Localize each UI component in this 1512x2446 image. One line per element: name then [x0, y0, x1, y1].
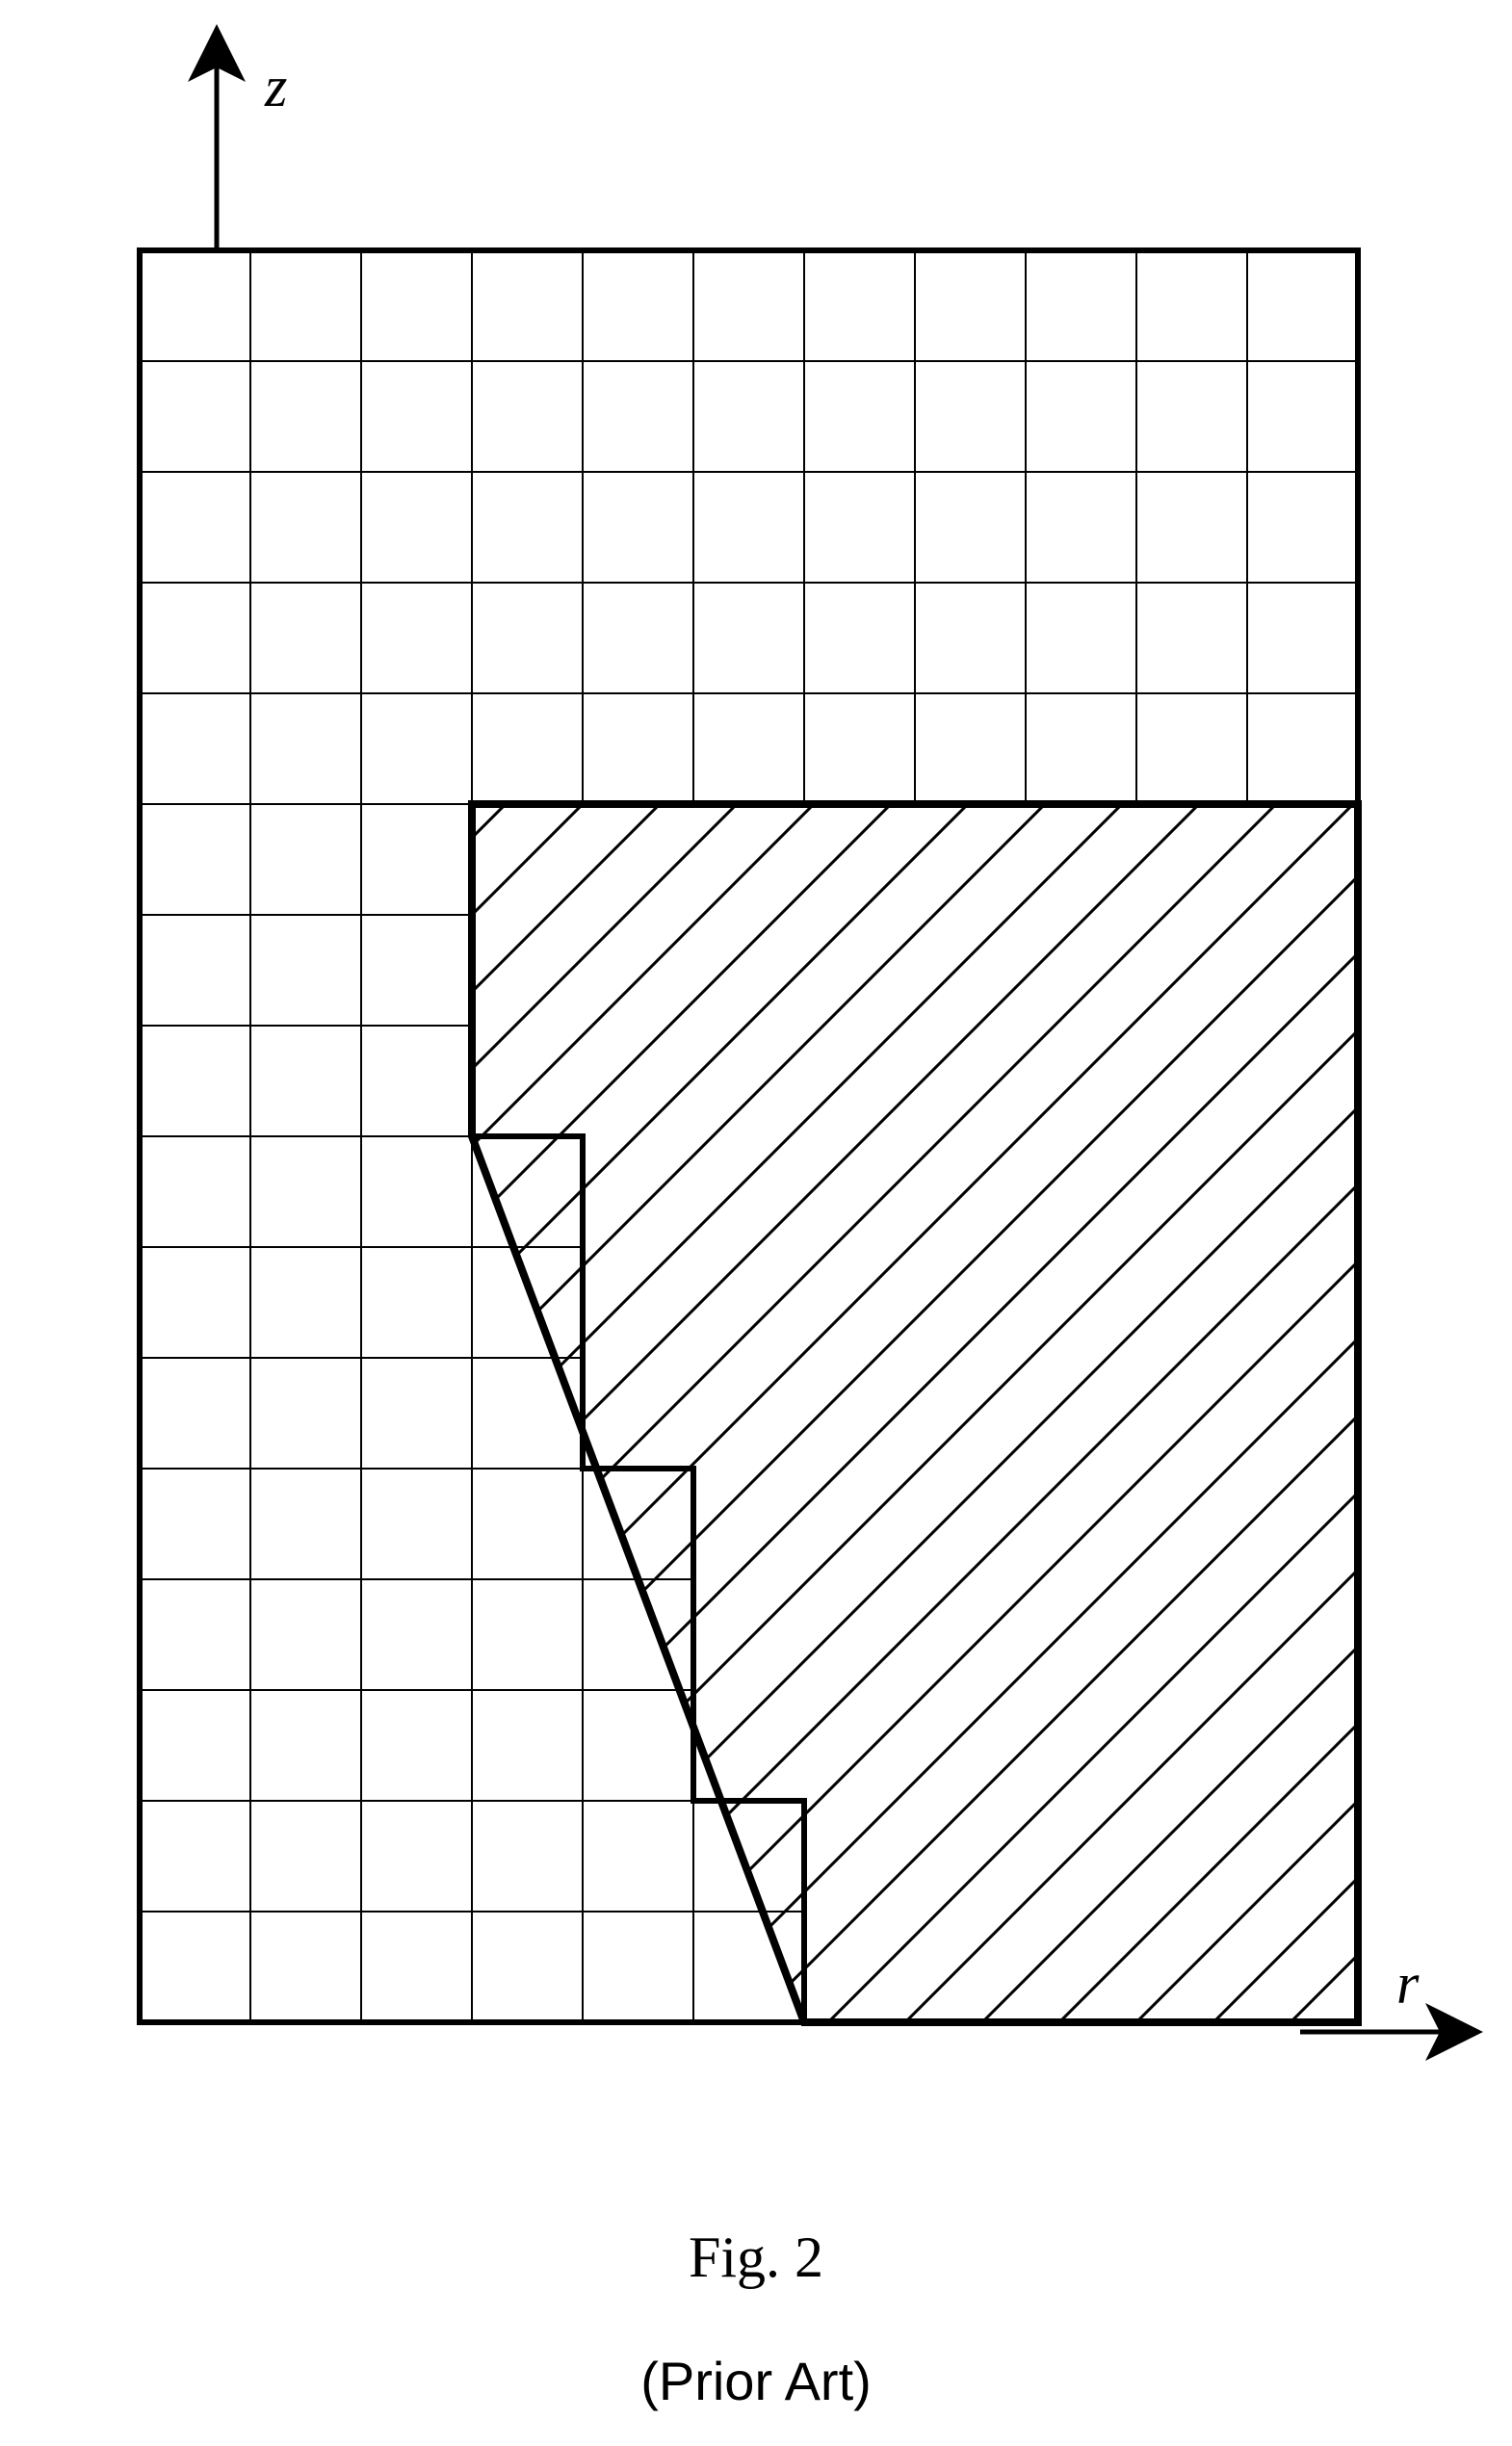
z-axis-label: z: [264, 55, 287, 118]
figure-caption: Fig. 2: [0, 2225, 1512, 2291]
prior-art-text: (Prior Art): [640, 2351, 872, 2411]
prior-art-caption: (Prior Art): [0, 2350, 1512, 2413]
hatched-region: [472, 804, 1358, 2022]
page: z r Fig. 2 (Prior Art): [0, 0, 1512, 2446]
figure-svg: z r: [0, 0, 1512, 2446]
r-axis-label: r: [1396, 1952, 1420, 2016]
figure-label-text: Fig. 2: [689, 2225, 823, 2289]
